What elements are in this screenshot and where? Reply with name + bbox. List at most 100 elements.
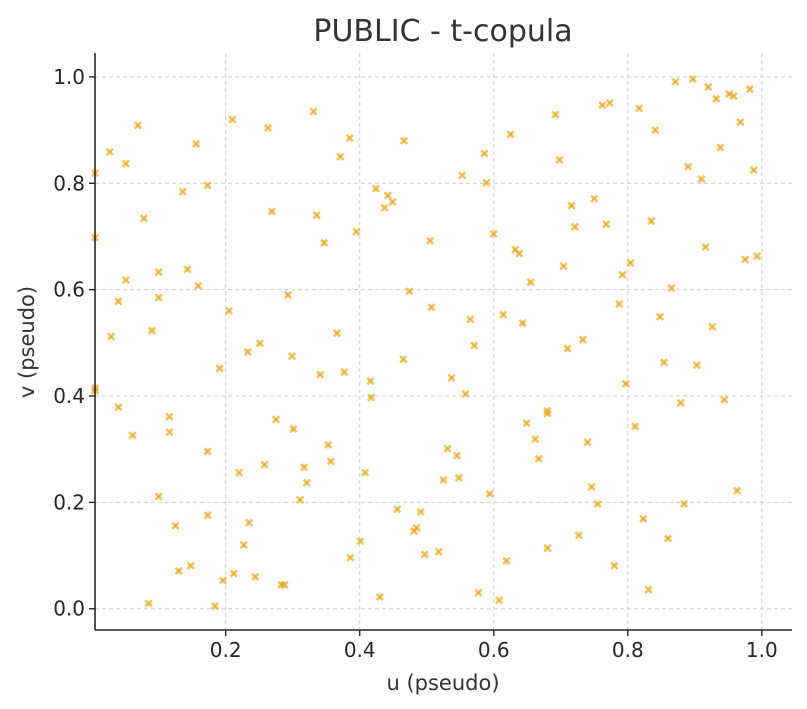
axes: 0.2 0.4 0.6 0.8 1.0 0.0 0.2 0.4 0.6 0.8 1.0 bbox=[53, 53, 792, 662]
data-point bbox=[380, 203, 389, 212]
y-tick-label: 0.4 bbox=[53, 384, 85, 408]
data-point bbox=[610, 561, 619, 570]
data-point bbox=[439, 475, 448, 485]
data-point bbox=[388, 197, 397, 207]
data-point bbox=[375, 592, 384, 602]
data-point bbox=[639, 514, 648, 523]
data-point bbox=[570, 222, 579, 232]
data-point bbox=[593, 499, 602, 509]
data-point bbox=[203, 511, 212, 520]
data-point bbox=[186, 561, 195, 570]
data-point bbox=[366, 376, 375, 386]
data-point bbox=[676, 398, 685, 408]
data-point bbox=[326, 457, 336, 466]
data-point bbox=[692, 361, 701, 370]
data-point bbox=[114, 297, 123, 306]
data-point bbox=[251, 572, 260, 581]
data-point bbox=[106, 332, 116, 341]
data-point bbox=[203, 447, 212, 456]
data-point bbox=[121, 159, 130, 168]
data-point bbox=[154, 293, 163, 302]
data-point bbox=[605, 98, 614, 108]
data-point bbox=[655, 312, 665, 321]
chart-title: PUBLIC - t-copula bbox=[313, 14, 572, 49]
data-point bbox=[452, 451, 462, 460]
y-tick-label: 0.2 bbox=[53, 490, 85, 514]
data-point bbox=[309, 107, 318, 116]
data-point bbox=[332, 329, 342, 338]
data-point bbox=[203, 181, 212, 190]
data-point bbox=[574, 531, 583, 540]
data-point bbox=[295, 495, 305, 504]
data-point bbox=[165, 412, 174, 421]
x-tick-label: 0.2 bbox=[210, 638, 242, 662]
data-point bbox=[647, 216, 656, 226]
data-point bbox=[740, 255, 750, 264]
data-point bbox=[147, 326, 157, 335]
data-point bbox=[515, 249, 524, 258]
data-point bbox=[485, 489, 494, 498]
data-point bbox=[518, 319, 527, 328]
data-point bbox=[183, 265, 192, 274]
data-point bbox=[598, 100, 607, 110]
data-point bbox=[626, 258, 635, 268]
data-point bbox=[474, 588, 483, 597]
data-point bbox=[466, 315, 475, 324]
data-point bbox=[340, 367, 349, 377]
data-point bbox=[602, 220, 611, 229]
data-point bbox=[302, 478, 311, 487]
data-point bbox=[271, 415, 281, 424]
data-point bbox=[716, 143, 725, 152]
data-point bbox=[534, 454, 543, 463]
data-point bbox=[267, 207, 277, 216]
data-point bbox=[420, 550, 429, 559]
data-point bbox=[360, 468, 370, 477]
data-point bbox=[708, 322, 717, 331]
data-point bbox=[482, 178, 491, 187]
data-point bbox=[495, 596, 504, 605]
data-point bbox=[352, 227, 361, 236]
data-point bbox=[399, 355, 408, 364]
data-point bbox=[720, 395, 729, 404]
data-point bbox=[712, 94, 721, 103]
data-point bbox=[416, 507, 425, 517]
data-point bbox=[753, 252, 762, 261]
data-point bbox=[704, 82, 713, 92]
data-point bbox=[590, 194, 599, 203]
grid bbox=[95, 53, 792, 630]
data-point bbox=[165, 428, 174, 437]
data-point bbox=[644, 585, 653, 594]
data-point bbox=[366, 393, 376, 402]
data-point bbox=[133, 121, 143, 130]
data-point bbox=[461, 389, 470, 399]
data-point bbox=[688, 74, 697, 84]
data-point bbox=[121, 275, 130, 285]
data-point bbox=[194, 281, 203, 291]
data-point bbox=[583, 438, 592, 447]
data-point bbox=[434, 547, 443, 556]
data-point bbox=[346, 553, 355, 562]
data-point bbox=[393, 505, 402, 514]
data-point bbox=[154, 492, 163, 501]
data-point bbox=[543, 409, 552, 418]
data-point bbox=[210, 601, 220, 611]
data-point bbox=[458, 171, 467, 180]
data-point bbox=[470, 341, 479, 350]
y-tick-label: 1.0 bbox=[53, 65, 85, 89]
data-point bbox=[218, 576, 228, 585]
data-point bbox=[489, 229, 498, 238]
data-point bbox=[724, 89, 734, 99]
data-point bbox=[178, 187, 187, 196]
x-tick-label: 0.8 bbox=[612, 638, 644, 662]
y-tick-label: 0.8 bbox=[53, 171, 85, 195]
data-point bbox=[563, 344, 572, 353]
data-point bbox=[316, 370, 325, 379]
data-point bbox=[320, 238, 329, 247]
data-point bbox=[454, 473, 464, 483]
data-point bbox=[502, 556, 511, 565]
data-point bbox=[383, 191, 392, 200]
data-point bbox=[745, 85, 754, 94]
data-point bbox=[345, 133, 354, 143]
data-point bbox=[245, 518, 254, 527]
